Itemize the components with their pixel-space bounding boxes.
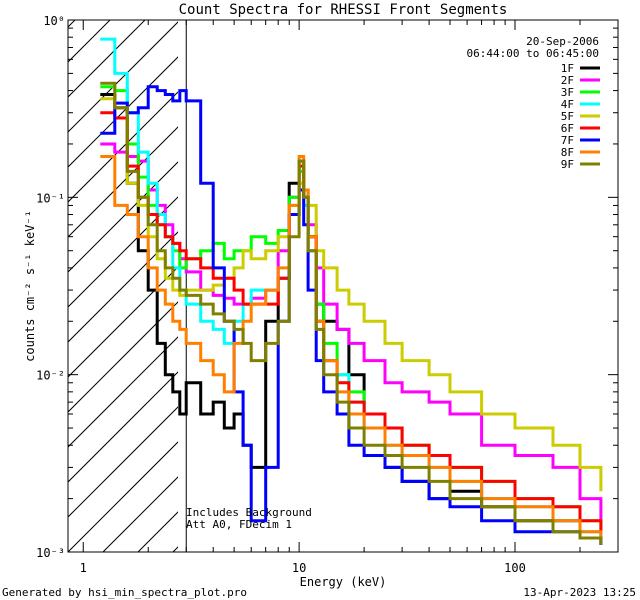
- series-group: [100, 37, 603, 545]
- y-axis-label: counts cm⁻² s⁻¹ keV⁻¹: [23, 210, 37, 362]
- series-9F: [100, 81, 603, 545]
- time-range: 06:44:00 to 06:45:00: [467, 47, 599, 60]
- legend-label-2F: 2F: [561, 74, 574, 87]
- legend-label-7F: 7F: [561, 134, 574, 147]
- hatch-line: [68, 91, 178, 203]
- hatch-line: [102, 476, 178, 552]
- legend-label-6F: 6F: [561, 122, 574, 135]
- y-tick-label: 10⁻¹: [36, 191, 65, 205]
- axis-ticks: [68, 20, 619, 553]
- y-tick-label: 10⁻³: [36, 546, 65, 560]
- series-7F: [100, 85, 603, 545]
- y-tick-label: 10⁻²: [36, 369, 65, 383]
- hatch-line: [68, 336, 178, 448]
- series-8F: [100, 155, 603, 538]
- axis-tick-labels: 1 10 100 10⁻³ 10⁻² 10⁻¹ 10⁰: [36, 14, 526, 575]
- legend-label-4F: 4F: [561, 98, 574, 111]
- observation-date: 20-Sep-2006: [526, 35, 599, 48]
- x-tick-label: 100: [504, 561, 526, 575]
- annotation-background: Includes Background: [186, 506, 312, 519]
- hatch-line: [68, 301, 178, 413]
- series-5F: [100, 97, 603, 492]
- legend-label-8F: 8F: [561, 146, 574, 159]
- x-tick-label: 1: [80, 561, 87, 575]
- y-tick-label: 10⁰: [43, 14, 65, 28]
- legend-label-9F: 9F: [561, 158, 574, 171]
- x-tick-label: 10: [292, 561, 306, 575]
- hatch-line: [68, 20, 76, 28]
- legend-label-5F: 5F: [561, 110, 574, 123]
- series-4F: [100, 37, 603, 538]
- legend-label-3F: 3F: [561, 86, 574, 99]
- plot-frame: [67, 19, 619, 553]
- series-3F: [100, 85, 603, 538]
- legend-label-1F: 1F: [561, 62, 574, 75]
- series-1F: [100, 93, 603, 545]
- footer-generator: Generated by hsi_min_spectra_plot.pro: [2, 586, 247, 599]
- hatch-line: [68, 196, 178, 308]
- hatch-line: [68, 406, 178, 518]
- hatch-line: [68, 441, 178, 552]
- footer-timestamp: 13-Apr-2023 13:25: [523, 586, 636, 599]
- hatch-line: [68, 20, 146, 98]
- hatch-line: [68, 231, 178, 343]
- x-axis-label: Energy (keV): [300, 575, 387, 589]
- annotation-attenuator: Att A0, FDecim 1: [186, 518, 292, 531]
- hatch-line: [68, 371, 178, 483]
- series-2F: [100, 142, 603, 521]
- chart-title: Count Spectra for RHESSI Front Segments: [179, 2, 508, 18]
- excluded-energy-hatch: [68, 20, 178, 552]
